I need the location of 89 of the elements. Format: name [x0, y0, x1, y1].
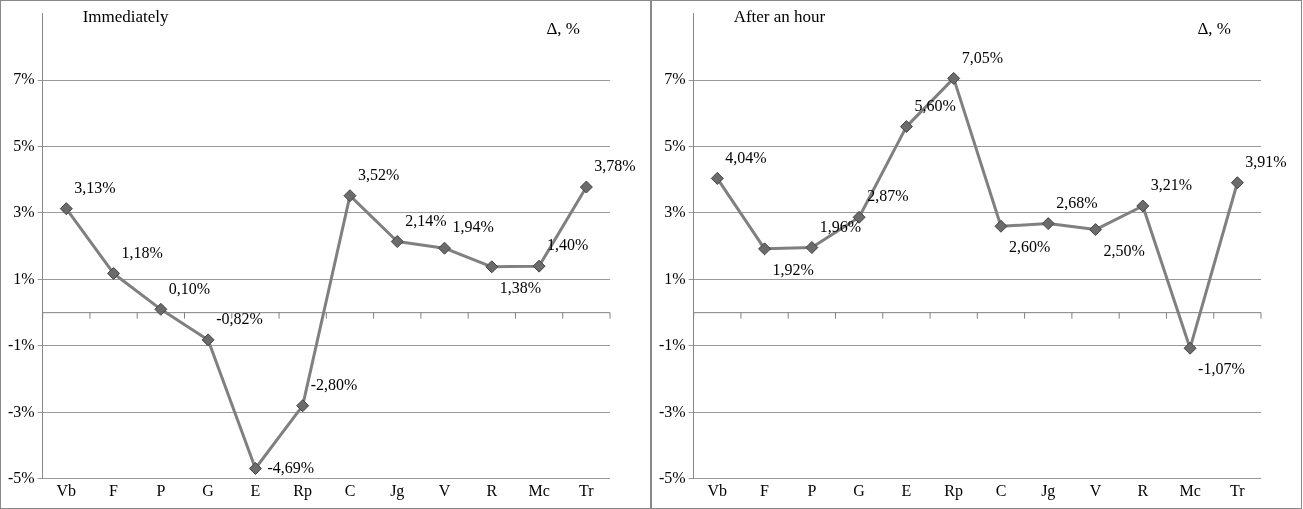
- data-label: 3,52%: [357, 165, 400, 183]
- y-tick-label: 3%: [13, 203, 35, 221]
- data-label: 2,60%: [1008, 238, 1051, 256]
- y-tick-label: 7%: [13, 70, 35, 88]
- data-label: 1,38%: [499, 279, 542, 296]
- x-tick-label: Vb: [707, 481, 728, 499]
- y-tick-label: 1%: [664, 269, 686, 287]
- x-tick-label: F: [760, 481, 770, 499]
- x-tick-label: F: [109, 481, 119, 499]
- y-tick-label: -1%: [659, 336, 686, 354]
- data-label: 7,05%: [961, 48, 1004, 66]
- data-label: 1,92%: [772, 261, 814, 279]
- x-tick-label: Jg: [390, 481, 405, 500]
- data-label: -2,80%: [310, 375, 358, 393]
- x-tick-label: C: [344, 481, 356, 499]
- x-tick-label: G: [853, 481, 866, 499]
- point: [994, 219, 1008, 233]
- x-tick-label: E: [901, 481, 912, 499]
- data-label: 3,78%: [594, 157, 636, 175]
- y-tick-label: -5%: [659, 469, 686, 486]
- point: [438, 241, 452, 255]
- point: [248, 462, 262, 475]
- data-label: 1,96%: [819, 217, 862, 235]
- point: [390, 235, 404, 249]
- y-tick-label: -3%: [8, 402, 35, 420]
- chart-title: After an hour: [733, 6, 826, 26]
- x-tick-label: Mc: [528, 481, 550, 499]
- data-label: 2,14%: [405, 211, 447, 229]
- data-label: -4,69%: [267, 458, 315, 476]
- point: [758, 242, 772, 256]
- x-tick-label: P: [156, 481, 166, 499]
- x-tick-label: Vb: [56, 481, 77, 499]
- x-tick-label: Jg: [1041, 481, 1056, 500]
- point: [1230, 176, 1244, 190]
- point: [579, 180, 593, 194]
- y-tick-label: 5%: [664, 136, 686, 154]
- data-label: 4,04%: [725, 148, 767, 166]
- point: [1136, 199, 1150, 213]
- y-tick-label: 1%: [13, 269, 35, 287]
- x-tick-label: Rp: [944, 481, 964, 500]
- data-label: 1,40%: [547, 236, 589, 254]
- point: [1089, 223, 1103, 237]
- point: [947, 71, 961, 85]
- point: [899, 120, 913, 134]
- data-label: 2,50%: [1103, 241, 1145, 259]
- data-label: 2,87%: [867, 187, 909, 205]
- data-label: 3,13%: [74, 178, 116, 196]
- point: [485, 260, 499, 274]
- y-tick-label: -1%: [8, 336, 35, 354]
- point: [1183, 341, 1197, 355]
- data-label: 3,91%: [1245, 152, 1287, 170]
- x-tick-label: R: [1137, 481, 1149, 499]
- y-tick-label: -5%: [8, 469, 35, 486]
- x-tick-label: E: [250, 481, 261, 499]
- point: [532, 259, 546, 273]
- data-label: 5,60%: [914, 96, 956, 114]
- y-tick-label: 3%: [664, 203, 686, 221]
- x-tick-label: Mc: [1179, 481, 1201, 499]
- x-tick-label: G: [202, 481, 215, 499]
- x-tick-label: P: [807, 481, 817, 499]
- point: [296, 399, 310, 413]
- point: [805, 241, 819, 255]
- point: [107, 266, 121, 280]
- x-tick-label: V: [1089, 481, 1102, 499]
- x-tick-label: C: [995, 481, 1007, 499]
- y-tick-label: 7%: [664, 70, 686, 88]
- data-label: 1,18%: [121, 243, 163, 261]
- x-tick-label: Tr: [1230, 481, 1246, 499]
- point: [59, 202, 73, 216]
- point: [154, 302, 168, 316]
- data-label: 1,94%: [452, 218, 494, 236]
- y-axis-title: Δ, %: [546, 18, 580, 38]
- data-label: 2,68%: [1056, 193, 1098, 211]
- y-tick-label: 5%: [13, 136, 35, 154]
- y-axis-title: Δ, %: [1197, 18, 1231, 38]
- data-label: 0,10%: [168, 279, 211, 297]
- data-label: 3,21%: [1150, 176, 1193, 194]
- x-tick-label: Rp: [293, 481, 313, 500]
- point: [343, 189, 357, 203]
- data-label: -1,07%: [1198, 360, 1245, 378]
- point: [1041, 217, 1055, 231]
- data-label: -0,82%: [216, 310, 263, 328]
- point: [201, 333, 215, 347]
- x-tick-label: V: [438, 481, 451, 499]
- x-tick-label: Tr: [579, 481, 595, 499]
- point: [710, 171, 724, 185]
- x-tick-label: R: [486, 481, 498, 499]
- chart-title: Immediately: [82, 6, 170, 26]
- y-tick-label: -3%: [659, 402, 686, 420]
